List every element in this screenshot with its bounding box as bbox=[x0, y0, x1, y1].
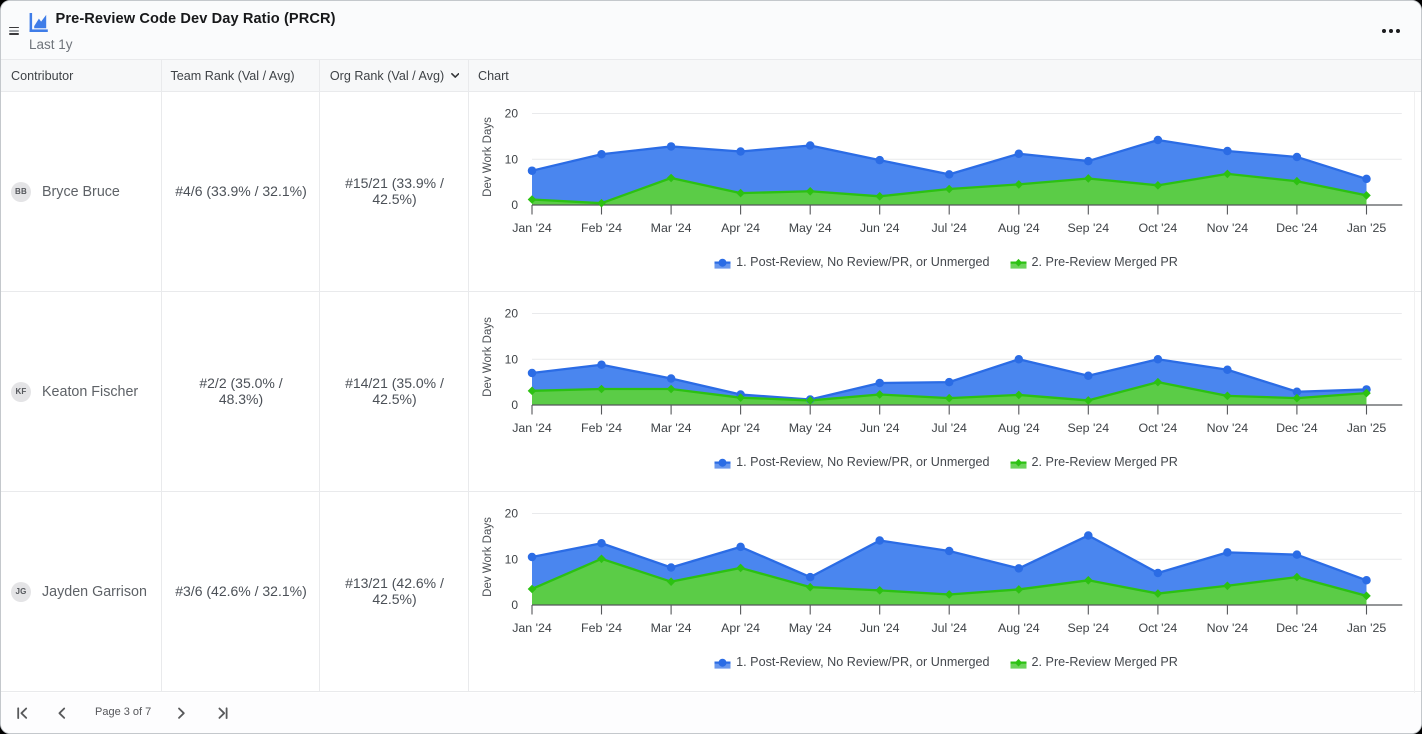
svg-text:Aug '24: Aug '24 bbox=[998, 621, 1040, 635]
svg-text:Sep '24: Sep '24 bbox=[1067, 621, 1109, 635]
svg-text:Mar '24: Mar '24 bbox=[651, 421, 692, 435]
svg-text:10: 10 bbox=[505, 353, 519, 367]
svg-text:Feb '24: Feb '24 bbox=[581, 421, 622, 435]
svg-text:Feb '24: Feb '24 bbox=[581, 221, 622, 235]
svg-text:Jan '25: Jan '25 bbox=[1347, 621, 1387, 635]
svg-text:Sep '24: Sep '24 bbox=[1067, 221, 1109, 235]
svg-text:Feb '24: Feb '24 bbox=[581, 621, 622, 635]
svg-text:Oct '24: Oct '24 bbox=[1138, 221, 1177, 235]
svg-text:Dev Work Days: Dev Work Days bbox=[482, 117, 494, 197]
svg-text:May '24: May '24 bbox=[789, 221, 832, 235]
svg-text:Nov '24: Nov '24 bbox=[1207, 221, 1249, 235]
svg-text:Apr '24: Apr '24 bbox=[721, 621, 760, 635]
svg-text:10: 10 bbox=[505, 553, 519, 567]
svg-text:Dev Work Days: Dev Work Days bbox=[482, 317, 494, 397]
svg-text:Jan '24: Jan '24 bbox=[512, 221, 552, 235]
svg-text:Dec '24: Dec '24 bbox=[1276, 421, 1318, 435]
svg-text:Aug '24: Aug '24 bbox=[998, 221, 1040, 235]
svg-text:10: 10 bbox=[505, 153, 519, 167]
svg-text:May '24: May '24 bbox=[789, 421, 832, 435]
svg-text:May '24: May '24 bbox=[789, 621, 832, 635]
svg-text:Jul '24: Jul '24 bbox=[931, 621, 967, 635]
svg-text:Oct '24: Oct '24 bbox=[1138, 421, 1177, 435]
svg-text:20: 20 bbox=[505, 307, 519, 321]
svg-text:Dec '24: Dec '24 bbox=[1276, 221, 1318, 235]
svg-text:0: 0 bbox=[511, 398, 518, 412]
svg-text:Mar '24: Mar '24 bbox=[651, 221, 692, 235]
svg-text:Jun '24: Jun '24 bbox=[860, 421, 900, 435]
svg-text:Aug '24: Aug '24 bbox=[998, 421, 1040, 435]
svg-text:Jun '24: Jun '24 bbox=[860, 221, 900, 235]
svg-text:Jan '24: Jan '24 bbox=[512, 621, 552, 635]
svg-text:Jul '24: Jul '24 bbox=[931, 421, 967, 435]
svg-text:0: 0 bbox=[511, 198, 518, 212]
svg-text:Nov '24: Nov '24 bbox=[1207, 421, 1249, 435]
svg-text:Jul '24: Jul '24 bbox=[931, 221, 967, 235]
svg-text:Jun '24: Jun '24 bbox=[860, 621, 900, 635]
svg-text:Mar '24: Mar '24 bbox=[651, 621, 692, 635]
svg-text:Dec '24: Dec '24 bbox=[1276, 621, 1318, 635]
svg-text:20: 20 bbox=[505, 507, 519, 521]
svg-text:Apr '24: Apr '24 bbox=[721, 221, 760, 235]
svg-text:Sep '24: Sep '24 bbox=[1067, 421, 1109, 435]
svg-text:Jan '25: Jan '25 bbox=[1347, 221, 1387, 235]
svg-text:Jan '25: Jan '25 bbox=[1347, 421, 1387, 435]
svg-text:Jan '24: Jan '24 bbox=[512, 421, 552, 435]
svg-text:Oct '24: Oct '24 bbox=[1138, 621, 1177, 635]
svg-text:Nov '24: Nov '24 bbox=[1207, 621, 1249, 635]
svg-text:Apr '24: Apr '24 bbox=[721, 421, 760, 435]
svg-text:20: 20 bbox=[505, 107, 519, 121]
svg-text:0: 0 bbox=[511, 598, 518, 612]
svg-text:Dev Work Days: Dev Work Days bbox=[482, 517, 494, 597]
